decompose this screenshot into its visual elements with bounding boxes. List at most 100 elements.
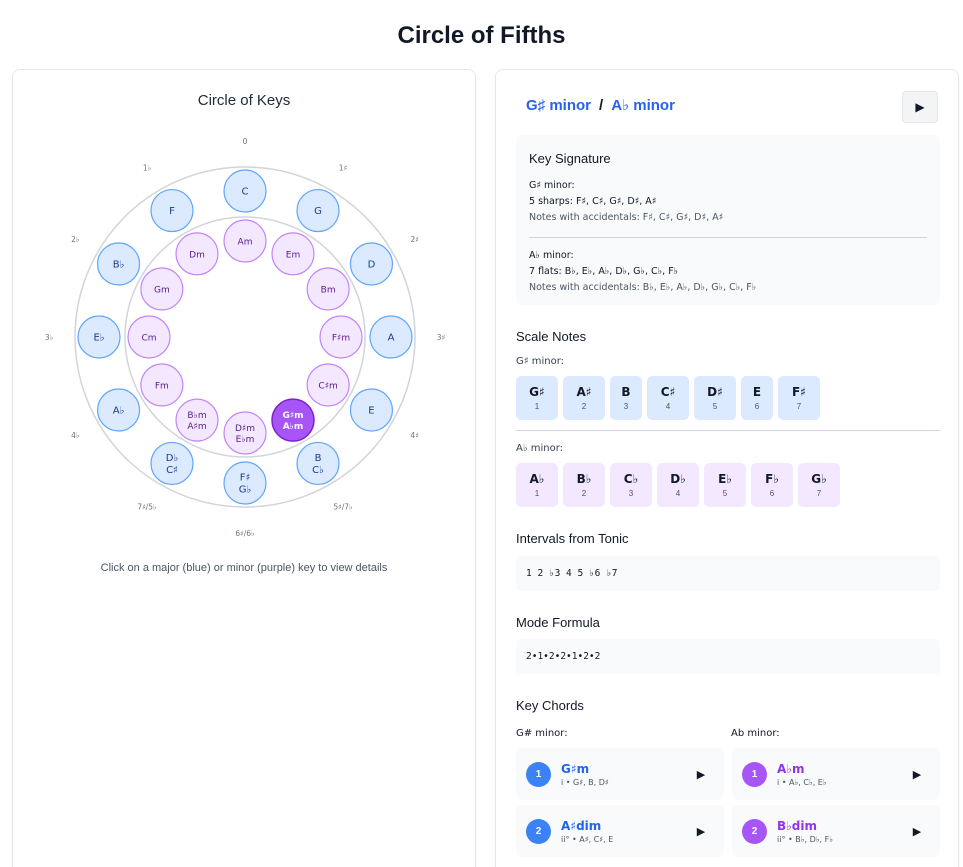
scale-note-degree: 3 — [628, 489, 634, 498]
major-key-node[interactable]: A♭ — [96, 388, 141, 432]
key-signature-title: Key Signature — [529, 151, 611, 166]
chord-degree-badge: 1 — [742, 761, 767, 787]
scale-note-tile[interactable]: G♯ 1 — [516, 376, 558, 420]
major-key-node[interactable]: D — [349, 242, 394, 286]
minor-key-node[interactable]: Dm — [175, 232, 219, 276]
scale-note-name: G♯ — [529, 385, 545, 399]
minor-key-node[interactable]: Fm — [140, 363, 184, 407]
major-key-circle — [96, 242, 141, 286]
key-label: C — [242, 187, 249, 198]
scale-secondary-label: A♭ minor: — [516, 443, 564, 454]
minor-key-node[interactable]: Bm — [306, 267, 350, 311]
play-chord-button[interactable]: ▶ — [688, 768, 714, 781]
scale-note-name: C♯ — [660, 385, 676, 399]
key-label: A♭ — [113, 406, 125, 417]
major-key-circle — [369, 315, 413, 359]
scale-note-degree: 2 — [581, 402, 587, 411]
play-key-button[interactable]: ▶ — [902, 91, 938, 123]
major-key-circle — [223, 461, 267, 505]
scale-note-degree: 5 — [712, 402, 718, 411]
accidental-count-label: 4♯ — [411, 431, 419, 440]
minor-key-circle — [319, 315, 363, 359]
major-key-node[interactable]: B♭ — [96, 242, 141, 286]
minor-key-node[interactable]: Am — [223, 219, 267, 263]
scale-note-degree: 5 — [722, 489, 728, 498]
chord-text: A♯dim ii° • A♯, C♯, E — [561, 819, 688, 844]
chord-card[interactable]: 1 G♯m i • G♯, B, D♯ ▶ — [516, 748, 724, 800]
scale-note-tile[interactable]: A♭ 1 — [516, 463, 558, 507]
chord-card[interactable]: 1 A♭m i • A♭, C♭, E♭ ▶ — [732, 748, 940, 800]
major-key-node[interactable]: E♭ — [77, 315, 121, 359]
play-icon: ▶ — [696, 825, 706, 838]
major-key-node[interactable]: A — [369, 315, 413, 359]
scale-note-degree: 4 — [675, 489, 681, 498]
key-label: E♭ — [93, 333, 104, 344]
minor-key-circle — [175, 398, 219, 442]
scale-note-tile[interactable]: E♭ 5 — [704, 463, 746, 507]
chord-name: A♯dim — [561, 818, 602, 833]
scale-note-tile[interactable]: A♯ 2 — [563, 376, 605, 420]
scale-notes-title: Scale Notes — [516, 329, 587, 344]
key-primary-link[interactable]: G♯ minor — [526, 96, 592, 114]
scale-note-name: G♭ — [811, 472, 827, 486]
minor-key-node[interactable]: F♯m — [319, 315, 363, 359]
minor-key-node[interactable]: Gm — [140, 267, 184, 311]
minor-key-circle — [271, 232, 315, 276]
play-chord-button[interactable]: ▶ — [688, 825, 714, 838]
intervals-value: 1 2 ♭3 4 5 ♭6 ♭7 — [516, 556, 940, 591]
key-label: D♯m — [235, 424, 255, 434]
inner-ring — [124, 216, 366, 458]
accidental-count-label: 0 — [243, 137, 248, 146]
minor-key-node[interactable]: B♭mA♯m — [175, 398, 219, 442]
major-key-node[interactable]: F♯G♭ — [223, 461, 267, 505]
play-chord-button[interactable]: ▶ — [904, 825, 930, 838]
minor-key-node[interactable]: Em — [271, 232, 315, 276]
key-label: D♭ — [166, 453, 179, 464]
scale-note-tile[interactable]: C♯ 4 — [647, 376, 689, 420]
key-label: F♯ — [240, 473, 251, 484]
key-label: Fm — [155, 382, 169, 392]
major-key-circle — [223, 169, 267, 213]
key-label: B♭m — [187, 411, 206, 421]
major-key-node[interactable]: D♭C♯ — [150, 441, 194, 486]
chord-text: B♭dim ii° • B♭, D♭, F♭ — [777, 819, 904, 844]
key-label: A♯m — [187, 422, 206, 432]
scale-note-degree: 6 — [754, 402, 760, 411]
minor-key-node[interactable]: Cm — [127, 315, 171, 359]
major-key-node[interactable]: G — [296, 188, 340, 233]
scale-note-tile[interactable]: F♭ 6 — [751, 463, 793, 507]
key-heading: G♯ minor / A♭ minor — [526, 96, 675, 115]
minor-key-node-selected[interactable]: G♯mA♭m — [271, 398, 315, 442]
chord-card[interactable]: 2 B♭dim ii° • B♭, D♭, F♭ ▶ — [732, 805, 940, 857]
scale-note-name: D♭ — [670, 472, 686, 486]
intervals-title: Intervals from Tonic — [516, 531, 629, 546]
major-key-node[interactable]: C — [223, 169, 267, 213]
minor-key-node[interactable]: C♯m — [306, 363, 350, 407]
scale-note-tile[interactable]: D♭ 4 — [657, 463, 699, 507]
major-key-node[interactable]: E — [349, 388, 394, 432]
major-key-node[interactable]: BC♭ — [296, 441, 340, 486]
scale-note-tile[interactable]: D♯ 5 — [694, 376, 736, 420]
minor-key-node[interactable]: D♯mE♭m — [223, 411, 267, 455]
accidental-count-label: 4♭ — [71, 431, 79, 440]
minor-key-circle — [140, 363, 184, 407]
play-chord-button[interactable]: ▶ — [904, 768, 930, 781]
major-key-node[interactable]: F — [150, 188, 194, 233]
scale-note-tile[interactable]: G♭ 7 — [798, 463, 840, 507]
minor-key-circle — [223, 219, 267, 263]
scale-note-name: F♯ — [791, 385, 806, 399]
major-key-circle — [150, 441, 194, 486]
sig-primary-name: G♯ minor: — [529, 180, 575, 191]
scale-note-tile[interactable]: C♭ 3 — [610, 463, 652, 507]
scale-note-tile[interactable]: F♯ 7 — [778, 376, 820, 420]
scale-note-tile[interactable]: B♭ 2 — [563, 463, 605, 507]
key-label: Bm — [321, 286, 336, 296]
minor-key-circle — [306, 363, 350, 407]
key-secondary-link[interactable]: A♭ minor — [611, 97, 675, 114]
chord-card[interactable]: 2 A♯dim ii° • A♯, C♯, E ▶ — [516, 805, 724, 857]
scale-note-name: A♭ — [529, 472, 545, 486]
scale-note-degree: 7 — [796, 402, 802, 411]
sig-secondary-count: 7 flats: B♭, E♭, A♭, D♭, G♭, C♭, F♭ — [529, 266, 679, 277]
